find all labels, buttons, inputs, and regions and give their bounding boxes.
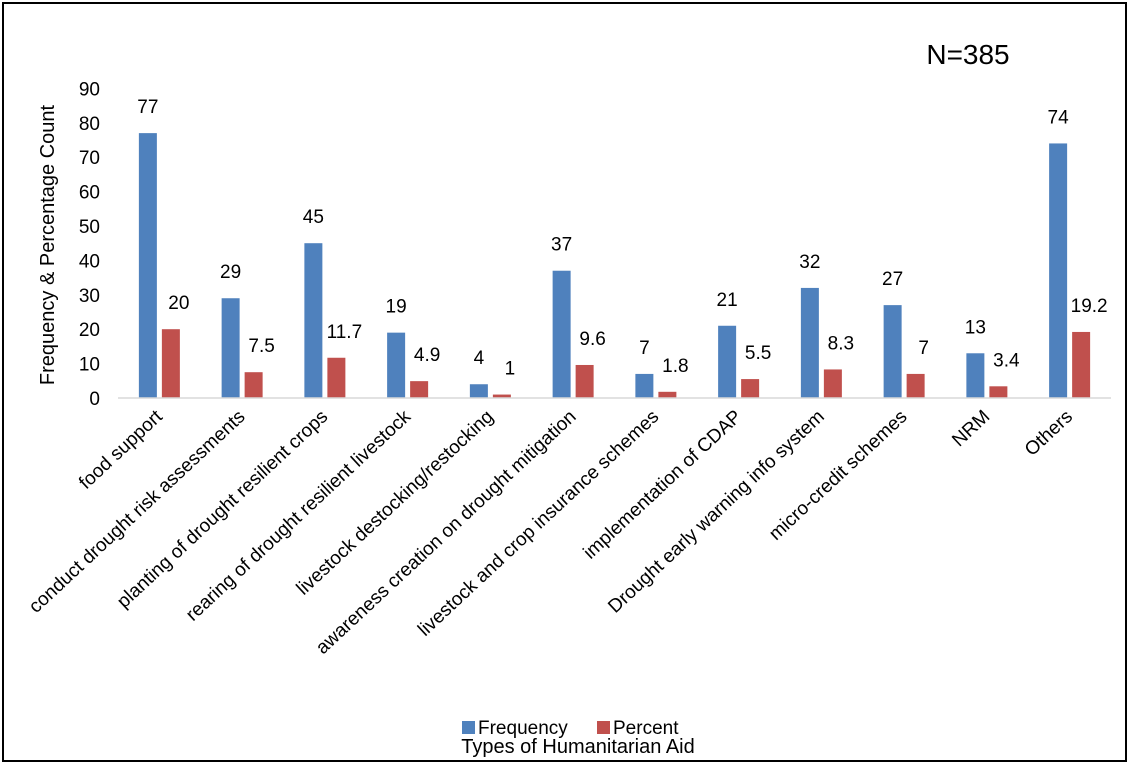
data-label-percent: 5.5	[745, 343, 771, 364]
legend: Frequency Percent	[462, 718, 679, 739]
bar-frequency	[138, 133, 157, 398]
bar-frequency	[800, 287, 819, 398]
x-axis-label: Types of Humanitarian Aid	[461, 736, 694, 758]
x-tick-label: food support	[75, 406, 167, 494]
data-label-percent: 7	[918, 338, 929, 359]
x-tick-label: Others	[1021, 406, 1077, 460]
data-label-frequency: 74	[1048, 107, 1070, 128]
data-label-frequency: 13	[965, 317, 986, 338]
y-tick-label: 70	[79, 148, 100, 169]
data-label-frequency: 7	[639, 338, 650, 359]
data-label-percent: 1.8	[662, 356, 688, 377]
y-tick-label: 50	[79, 217, 100, 238]
bar-percent	[741, 379, 760, 398]
bar-frequency	[221, 298, 240, 398]
bar-percent	[327, 357, 346, 398]
y-tick-label: 20	[79, 320, 100, 341]
bar-frequency	[718, 325, 737, 398]
data-label-percent: 20	[168, 293, 189, 314]
legend-swatch-frequency	[462, 721, 475, 734]
y-tick-label: 90	[79, 79, 100, 100]
y-tick-label: 30	[79, 286, 100, 307]
data-label-frequency: 19	[386, 297, 407, 318]
data-label-percent: 9.6	[579, 329, 605, 350]
bar-percent	[410, 381, 429, 398]
data-label-frequency: 21	[717, 290, 738, 311]
bar-frequency	[552, 270, 571, 398]
data-label-percent: 1	[505, 359, 516, 380]
x-tick-label: micro-credit schemes	[765, 406, 911, 544]
data-label-frequency: 27	[882, 269, 903, 290]
bar-percent	[823, 369, 842, 398]
bar-percent	[492, 394, 511, 398]
bar-frequency	[387, 332, 406, 398]
y-tick-label: 40	[79, 251, 100, 272]
bar-percent	[575, 364, 594, 398]
bar-frequency	[469, 384, 488, 398]
bar-percent	[244, 372, 263, 398]
data-label-frequency: 45	[303, 207, 324, 228]
bar-percent	[989, 386, 1008, 398]
bar-percent	[1072, 331, 1091, 398]
data-label-percent: 4.9	[414, 345, 440, 366]
y-tick-label: 0	[89, 389, 100, 410]
x-tick-label: NRM	[948, 406, 994, 451]
bar-frequency	[304, 243, 323, 398]
data-label-percent: 7.5	[248, 336, 274, 357]
data-label-frequency: 77	[137, 97, 158, 118]
data-label-frequency: 32	[799, 252, 820, 273]
bar-frequency	[966, 353, 985, 398]
bar-percent	[906, 373, 925, 398]
data-label-percent: 3.4	[993, 350, 1020, 371]
x-tick-label: implementation of CDAP	[580, 406, 746, 563]
bar-frequency	[883, 305, 902, 398]
data-label-percent: 11.7	[327, 322, 363, 343]
legend-label-percent: Percent	[613, 718, 679, 739]
y-axis-label: Frequency & Percentage Count	[37, 104, 59, 385]
y-tick-label: 10	[79, 355, 100, 376]
chart-annotation: N=385	[926, 39, 1009, 70]
legend-label-frequency: Frequency	[478, 718, 568, 739]
data-label-percent: 19.2	[1071, 296, 1108, 317]
bar-percent	[161, 329, 180, 398]
legend-swatch-percent	[597, 721, 610, 734]
data-label-frequency: 29	[220, 262, 241, 283]
y-tick-label: 80	[79, 114, 100, 135]
y-tick-label: 60	[79, 183, 100, 204]
data-label-frequency: 4	[474, 348, 485, 369]
data-label-percent: 8.3	[828, 333, 854, 354]
bar-frequency	[1049, 143, 1068, 398]
bars	[138, 133, 1091, 398]
bar-percent	[658, 391, 677, 398]
y-axis-ticks: 0 10 20 30 40 50 60 70 80 90	[79, 79, 100, 410]
data-label-frequency: 37	[551, 235, 572, 256]
bar-frequency	[635, 373, 654, 398]
